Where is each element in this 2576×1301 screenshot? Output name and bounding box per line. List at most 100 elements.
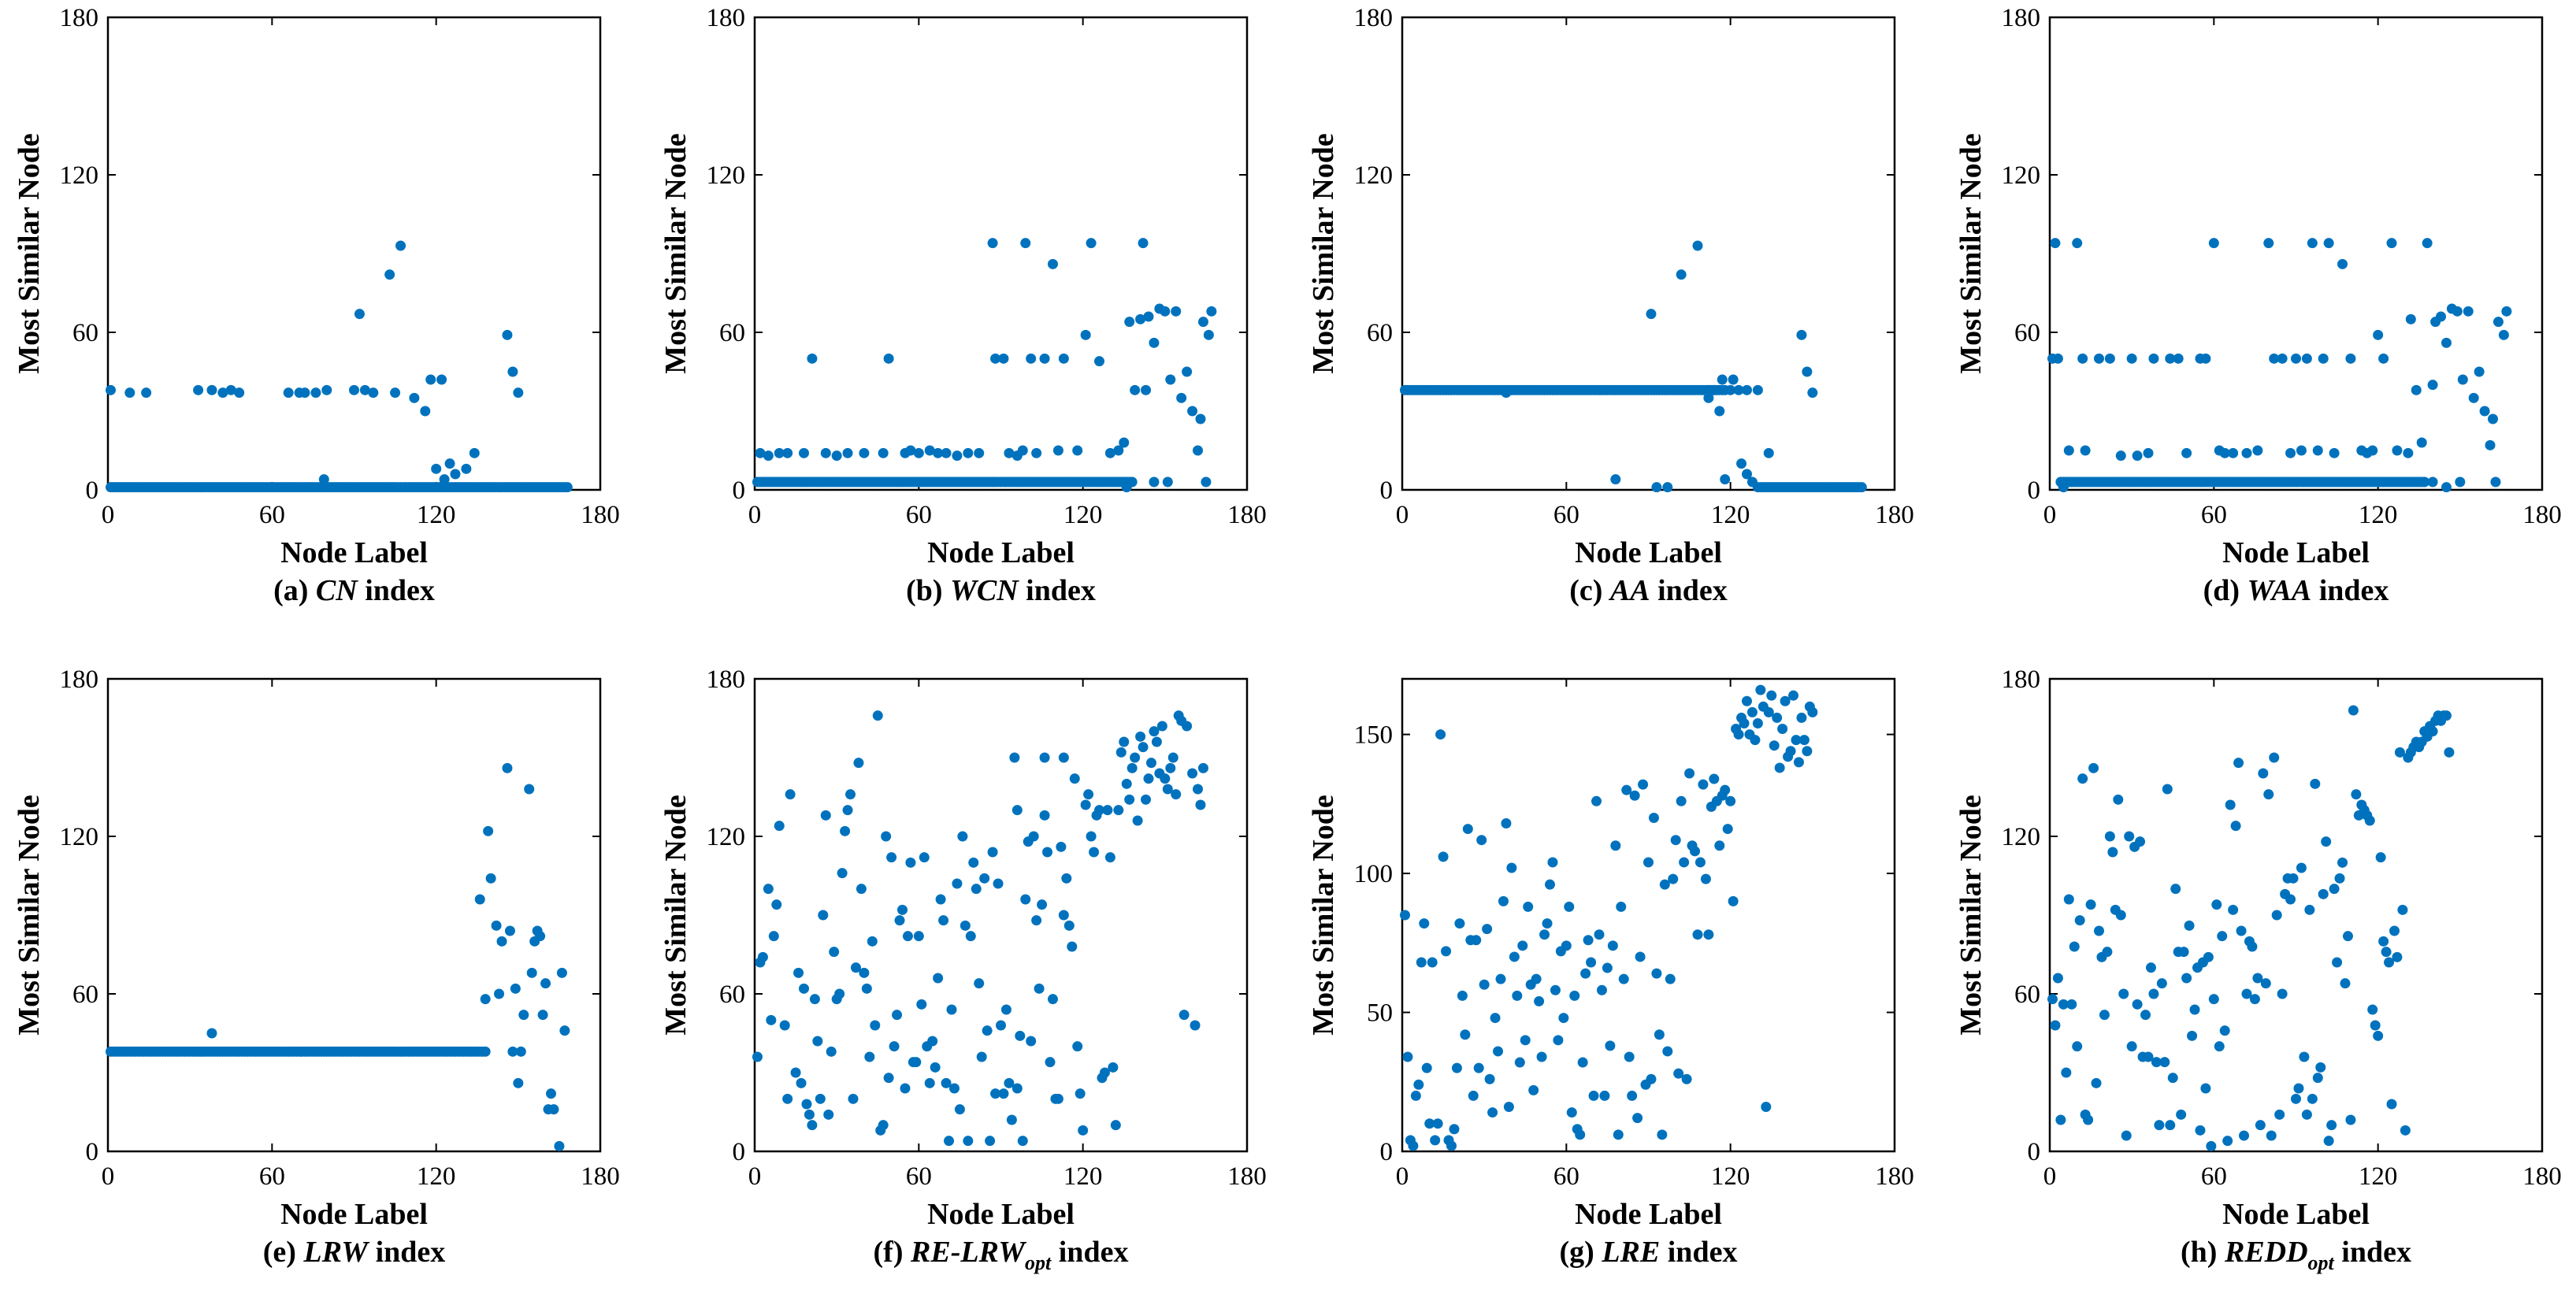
x-tick-label: 180 <box>2522 1162 2562 1191</box>
data-point <box>395 240 406 251</box>
data-point <box>2342 931 2353 942</box>
data-point <box>2411 384 2422 395</box>
data-point <box>1419 918 1430 929</box>
data-point <box>905 857 916 868</box>
data-point <box>2274 1109 2285 1120</box>
data-point <box>1517 940 1528 951</box>
data-point <box>1798 735 1810 746</box>
x-axis-label: Node Label <box>927 536 1075 569</box>
data-point <box>2200 1083 2211 1094</box>
data-point <box>965 931 976 942</box>
data-point <box>474 894 485 905</box>
data-point <box>2498 329 2509 340</box>
x-tick-label: 120 <box>1063 1162 1103 1191</box>
data-point <box>987 238 998 249</box>
data-point <box>1575 1129 1586 1140</box>
data-point <box>2370 1020 2381 1031</box>
data-point <box>1566 1107 1577 1118</box>
data-point <box>1135 731 1146 742</box>
data-point <box>1539 929 1550 940</box>
data-point <box>2200 353 2211 364</box>
data-point <box>1145 758 1156 769</box>
x-tick-label: 60 <box>2201 1162 2227 1191</box>
data-point <box>859 967 870 978</box>
data-point <box>1130 752 1141 763</box>
data-point <box>1416 957 1427 968</box>
data-point <box>1788 690 1799 701</box>
data-point <box>518 1010 529 1021</box>
data-point <box>1193 784 1203 795</box>
data-point <box>2052 973 2063 984</box>
data-point <box>2367 445 2378 456</box>
data-point <box>933 973 944 984</box>
data-point <box>870 1020 881 1031</box>
data-point <box>1774 762 1785 773</box>
caption-prefix: (g) <box>1560 1236 1602 1269</box>
data-point <box>2121 1130 2132 1141</box>
data-point <box>2063 445 2074 456</box>
data-point <box>1006 1114 1017 1125</box>
panel-caption: (d) WAA index <box>2203 574 2389 607</box>
data-point <box>1769 740 1780 751</box>
data-point <box>886 852 897 863</box>
y-axis-label: Most Similar Node <box>659 133 692 373</box>
data-point <box>850 962 861 973</box>
data-point <box>2225 799 2236 810</box>
data-point <box>1479 979 1490 990</box>
data-point <box>1446 1140 1457 1151</box>
data-point <box>1676 795 1687 806</box>
data-point <box>1197 762 1208 773</box>
x-tick-label: 180 <box>1875 501 1914 529</box>
data-point <box>1545 879 1555 890</box>
data-point <box>193 384 204 395</box>
data-point <box>1195 799 1206 810</box>
data-point <box>2233 758 2244 769</box>
data-point <box>924 1077 935 1088</box>
data-point <box>1138 238 1149 249</box>
x-tick-label: 180 <box>1875 1162 1914 1191</box>
data-point <box>2181 447 2192 458</box>
data-point <box>1149 726 1160 737</box>
data-point <box>2181 973 2192 984</box>
caption-prefix: (d) <box>2203 574 2248 607</box>
x-tick-label: 180 <box>581 501 620 529</box>
data-point <box>1596 984 1607 995</box>
data-point <box>1072 445 1083 456</box>
panel-b: 0 60 120 180 0 60 120 180 Node Label Most Similar… <box>659 4 1267 607</box>
plot-frame <box>106 16 602 491</box>
data-point <box>2293 1083 2304 1094</box>
data-point <box>217 387 228 398</box>
data-point <box>510 983 521 994</box>
y-tick-label: 180 <box>2002 4 2041 32</box>
data-point <box>1752 717 1763 728</box>
data-point <box>2099 1010 2110 1021</box>
data-point <box>2323 1136 2334 1147</box>
data-point <box>1856 482 1867 493</box>
y-tick-label: 0 <box>1380 1138 1394 1166</box>
data-point <box>1709 773 1720 784</box>
y-axis-label: Most Similar Node <box>13 133 46 373</box>
data-point <box>1462 824 1473 835</box>
data-point <box>793 967 804 978</box>
data-point <box>1190 1020 1201 1031</box>
data-point <box>2315 1062 2326 1073</box>
data-point <box>2296 862 2307 873</box>
data-point <box>1195 413 1206 424</box>
data-point <box>1052 445 1063 456</box>
data-point <box>2427 726 2438 737</box>
data-point <box>1468 1090 1479 1101</box>
panel-caption: (a) CN index <box>273 574 435 607</box>
data-point <box>2124 831 2135 842</box>
data-point <box>1484 1073 1495 1084</box>
data-point <box>2159 1057 2170 1068</box>
y-tick-label: 180 <box>2002 665 2041 694</box>
data-point <box>1430 1135 1441 1146</box>
data-point <box>1015 1030 1026 1041</box>
data-point <box>2375 852 2386 863</box>
data-point <box>502 329 513 340</box>
plot-frame <box>753 16 1249 491</box>
data-point <box>2351 789 2362 800</box>
caption-suffix: index <box>2311 574 2389 607</box>
data-point <box>2304 904 2315 915</box>
data-point <box>359 384 370 395</box>
